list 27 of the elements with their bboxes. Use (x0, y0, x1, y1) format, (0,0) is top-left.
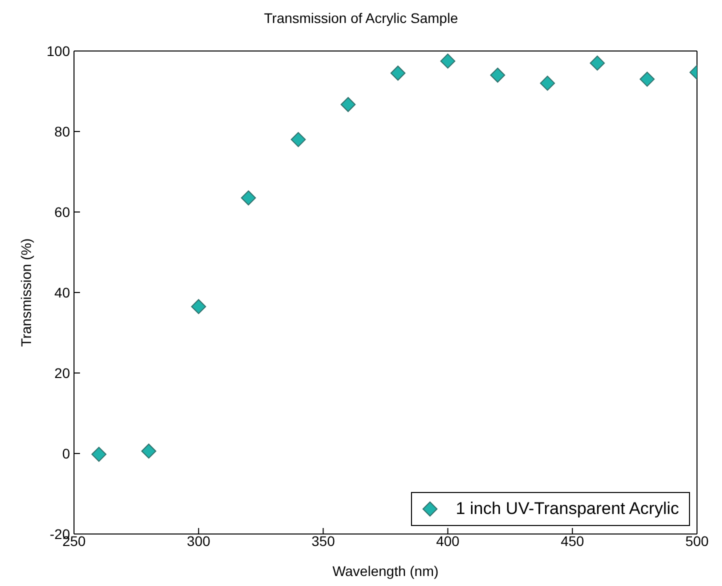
y-tick-label: 60 (54, 204, 70, 220)
y-tick-label: 80 (54, 123, 70, 140)
point (590, 56, 605, 71)
x-tick-label: 350 (312, 532, 336, 549)
x-tick-label: 300 (186, 532, 210, 549)
x-axis-title: Wavelength (nm) (332, 563, 439, 579)
point (141, 444, 156, 459)
point (390, 66, 406, 81)
point (540, 76, 555, 91)
chart-title: Transmission of Acrylic Sample (263, 10, 459, 26)
point (91, 446, 106, 462)
x-tick-label: 500 (685, 532, 709, 549)
x-tick-label: 450 (560, 532, 584, 549)
point (490, 68, 506, 83)
point (440, 54, 456, 69)
y-tick-label: 40 (54, 284, 70, 300)
x-tick-label: 400 (436, 532, 460, 549)
point (191, 299, 206, 314)
point (290, 132, 306, 148)
y-axis-title: Transmission (%) (18, 238, 34, 347)
y-tick-label: 20 (54, 364, 70, 381)
point (640, 72, 655, 87)
legend-label: 1 inch UV-Transparent Acrylic (456, 499, 679, 519)
y-tick-label: 0 (62, 445, 70, 462)
point (240, 190, 256, 206)
y-tick-label: 100 (46, 42, 70, 59)
point (340, 97, 356, 112)
